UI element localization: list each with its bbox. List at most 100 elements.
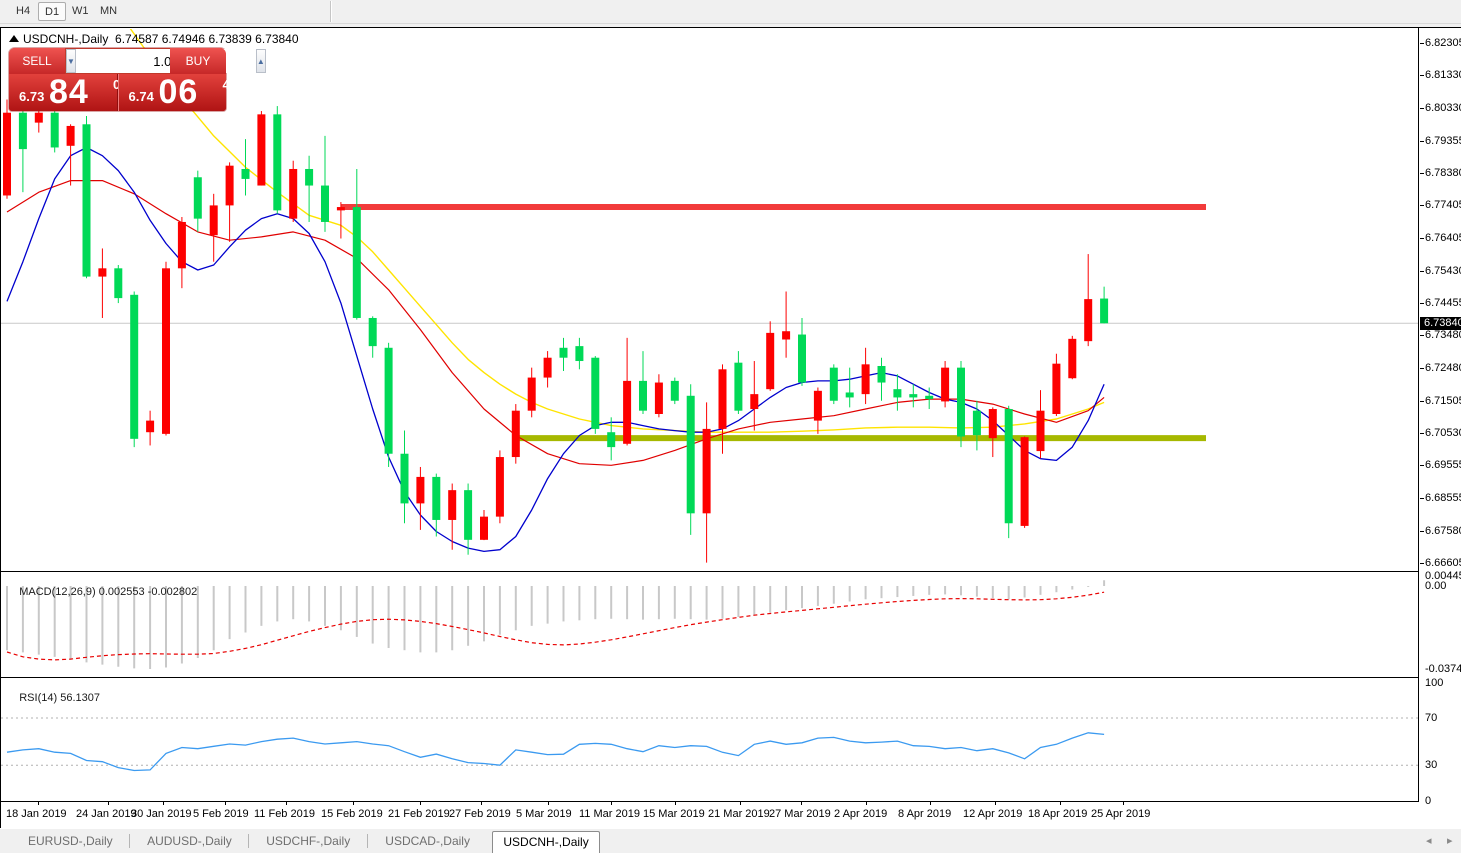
rsi-tick-label: 100 — [1425, 676, 1444, 689]
date-tick-mark — [611, 802, 612, 805]
price-tick-mark — [1420, 368, 1424, 370]
price-tick-mark — [1420, 172, 1424, 174]
sell-price-display[interactable]: 6.73 84 0 — [9, 73, 121, 111]
candle-body — [321, 185, 329, 222]
date-tick-label: 18 Apr 2019 — [1028, 808, 1088, 820]
candle-body — [3, 112, 11, 196]
candle-body — [702, 428, 711, 514]
volume-input[interactable] — [75, 49, 256, 73]
candle-body — [305, 168, 314, 186]
date-tick-label: 5 Mar 2019 — [516, 808, 572, 820]
price-tick-label: 6.76405 — [1425, 232, 1461, 245]
symbol-tab-audusd[interactable]: AUDUSD-,Daily — [147, 834, 232, 848]
price-tick-mark — [1420, 108, 1424, 110]
date-tick-mark — [108, 802, 109, 805]
rsi-tick-label: 0 — [1425, 794, 1432, 807]
date-tick-mark — [163, 802, 164, 805]
period-button-h4[interactable]: H4 — [16, 5, 31, 17]
candle-body — [130, 294, 139, 439]
ma-fast-line — [6, 146, 1105, 553]
date-tick-label: 27 Feb 2019 — [449, 808, 511, 820]
price-tick-mark — [1420, 270, 1424, 272]
candle-body — [209, 205, 218, 236]
collapse-triangle-icon[interactable] — [9, 35, 19, 42]
price-tick-mark — [1420, 75, 1424, 77]
price-tick-label: 6.75430 — [1425, 264, 1461, 277]
tab-scroll-left-icon[interactable]: ◂ — [1426, 835, 1432, 847]
candle-body — [575, 346, 584, 362]
price-tick-mark — [1420, 205, 1424, 207]
candle-body — [972, 410, 981, 436]
tab-separator — [129, 834, 131, 848]
price-tick-label: 6.72480 — [1425, 362, 1461, 375]
price-tick-label: 6.78380 — [1425, 166, 1461, 179]
date-tick-label: 12 Apr 2019 — [963, 808, 1023, 820]
candle-body — [225, 165, 234, 206]
symbol-tab-eurusd[interactable]: EURUSD-,Daily — [28, 834, 113, 848]
sell-button[interactable]: SELL — [9, 48, 65, 74]
candle-body — [1100, 298, 1109, 324]
chart-background — [1, 28, 1419, 829]
candle-body — [384, 347, 393, 454]
symbol-tab-usdchf[interactable]: USDCHF-,Daily — [266, 834, 351, 848]
volume-decrease-button[interactable]: ▼ — [66, 49, 76, 73]
main-pane — [3, 29, 1206, 563]
chart-canvas[interactable] — [1, 28, 1419, 829]
date-tick-mark — [286, 802, 287, 805]
candle-body — [193, 177, 202, 219]
volume-box: ▼ ▲ — [65, 48, 266, 74]
date-tick-mark — [225, 802, 226, 805]
price-tick-mark — [1420, 498, 1424, 500]
price-tick-label: 6.81330 — [1425, 69, 1461, 82]
price-tick-mark — [1420, 465, 1424, 467]
candle-body — [925, 395, 934, 400]
sell-price-sup: 0 — [113, 77, 121, 92]
price-tick-label: 6.77405 — [1425, 199, 1461, 212]
current-price-tag: 6.73840 — [1420, 316, 1461, 330]
price-tick-mark — [1420, 43, 1424, 44]
period-button-w1[interactable]: W1 — [72, 5, 89, 17]
symbol-tabbar: ◂ ▸ EURUSD-,Daily AUDUSD-,Daily USDCHF-,Da… — [0, 828, 1461, 853]
candle-body — [34, 112, 43, 123]
candle-body — [909, 394, 918, 398]
price-tick-label: 6.66605 — [1425, 556, 1461, 569]
symbol-tab-usdcad[interactable]: USDCAD-,Daily — [385, 834, 470, 848]
buy-price-display[interactable]: 6.74 06 4 — [117, 73, 230, 111]
volume-increase-button[interactable]: ▲ — [255, 49, 266, 73]
candle-body — [798, 334, 806, 383]
candle-body — [559, 347, 568, 358]
date-tick-mark — [548, 802, 549, 805]
period-toolbar: H4 D1 W1 MN — [0, 0, 1461, 24]
candle-body — [448, 490, 457, 520]
candle-body — [18, 112, 27, 150]
candle-body — [162, 268, 170, 434]
period-button-d1[interactable]: D1 — [38, 2, 67, 21]
candle-body — [813, 390, 822, 421]
date-tick-mark — [1123, 802, 1124, 805]
candle-body — [66, 125, 75, 146]
buy-button[interactable]: BUY — [170, 48, 226, 74]
rsi-tick-label: 30 — [1425, 759, 1438, 772]
candle-body — [1068, 338, 1077, 379]
candle-body — [368, 317, 377, 347]
candle-body — [957, 367, 965, 437]
candle-body — [177, 221, 186, 269]
symbol-tab-usdcnh[interactable]: USDCNH-,Daily — [492, 831, 600, 853]
tab-scroll-right-icon[interactable]: ▸ — [1447, 835, 1453, 847]
candle-body — [1020, 437, 1029, 526]
candle-body — [273, 114, 282, 211]
date-tick-label: 25 Apr 2019 — [1091, 808, 1151, 820]
ma-slow-line — [129, 29, 1105, 433]
price-tick-mark — [1420, 335, 1424, 337]
candle-body — [400, 453, 409, 504]
date-tick-mark — [481, 802, 482, 805]
toolbar-separator — [330, 1, 332, 22]
price-tick-mark — [1420, 530, 1424, 532]
macd-tick-label: -0.037475 — [1425, 662, 1461, 675]
price-tick-label: 6.69555 — [1425, 459, 1461, 472]
macd-label: MACD(12,26,9) 0.002553 -0.002802 — [19, 586, 198, 598]
candle-body — [1052, 363, 1061, 414]
rsi-line — [6, 732, 1105, 772]
period-button-mn[interactable]: MN — [100, 5, 118, 17]
chart-window[interactable]: USDCNH-,Daily 6.74587 6.74946 6.73839 6.… — [0, 27, 1461, 829]
